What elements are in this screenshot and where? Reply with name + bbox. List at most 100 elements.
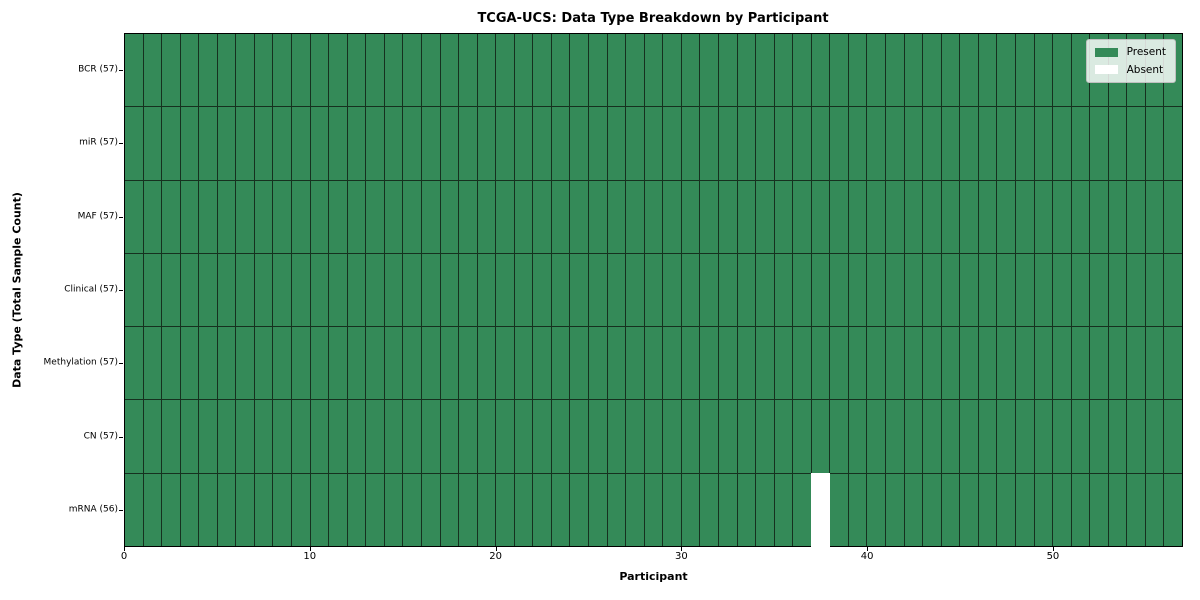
heatmap-cell-present	[570, 34, 589, 107]
heatmap-cell-present	[681, 327, 700, 400]
heatmap-cell-present	[923, 107, 941, 180]
y-tick-mark	[119, 290, 123, 291]
heatmap-cell-present	[1015, 107, 1034, 180]
heatmap-cell-present	[1015, 473, 1034, 546]
heatmap-cell-present	[1127, 180, 1145, 253]
heatmap-cell-present	[329, 107, 347, 180]
heatmap-cell-present	[143, 107, 162, 180]
heatmap-cell-present	[570, 107, 589, 180]
heatmap-cell-present	[125, 327, 143, 400]
heatmap-cell-present	[978, 400, 997, 473]
heatmap-cell-present	[292, 34, 310, 107]
heatmap-cell-present	[1090, 327, 1108, 400]
heatmap-cell-present	[329, 253, 347, 327]
x-tick-mark	[1052, 547, 1054, 551]
heatmap-cell-present	[867, 34, 886, 107]
heatmap-cell-present	[347, 473, 366, 546]
heatmap-cell-present	[644, 34, 663, 107]
x-tick-mark	[309, 547, 311, 551]
heatmap-cell-present	[681, 180, 700, 253]
heatmap-cell-present	[941, 327, 960, 400]
heatmap-cell-present	[1071, 180, 1090, 253]
legend-entry-present: Present	[1094, 47, 1166, 58]
heatmap-cell-present	[477, 107, 496, 180]
heatmap-cell-present	[1127, 400, 1145, 473]
heatmap-cell-present	[663, 327, 681, 400]
heatmap-cell-present	[310, 34, 329, 107]
heatmap-cell-present	[421, 107, 440, 180]
y-tick-label: CN (57)	[83, 431, 118, 442]
heatmap-cell-present	[978, 253, 997, 327]
heatmap-cell-present	[236, 34, 254, 107]
heatmap-cell-present	[644, 107, 663, 180]
heatmap-cell-present	[1053, 327, 1071, 400]
heatmap-cell-present	[756, 400, 774, 473]
heatmap-cell-present	[1034, 107, 1053, 180]
heatmap-cell-present	[384, 107, 403, 180]
heatmap-cell-present	[830, 253, 848, 327]
heatmap-cell-present	[1127, 327, 1145, 400]
x-tick-label: 30	[674, 551, 688, 562]
heatmap-cell-present	[1053, 34, 1071, 107]
heatmap-cell-present	[848, 107, 867, 180]
heatmap-cell-present	[403, 34, 421, 107]
heatmap-cell-present	[162, 34, 180, 107]
x-tick-label: 40	[860, 551, 874, 562]
heatmap-cell-present	[978, 473, 997, 546]
heatmap-cell-present	[162, 400, 180, 473]
x-tick-label: 20	[489, 551, 502, 562]
heatmap-cell-present	[1108, 253, 1127, 327]
heatmap-cell-present	[663, 34, 681, 107]
heatmap-cell-present	[273, 400, 292, 473]
heatmap-cell-present	[1071, 107, 1090, 180]
heatmap-cell-present	[254, 107, 273, 180]
heatmap-cell-present	[904, 400, 923, 473]
heatmap-cell-present	[923, 180, 941, 253]
legend: Present Absent	[1085, 39, 1176, 83]
heatmap-cell-present	[904, 180, 923, 253]
heatmap-cell-present	[1108, 180, 1127, 253]
heatmap-cell-present	[329, 327, 347, 400]
heatmap-cell-present	[477, 34, 496, 107]
legend-swatch-present-icon	[1094, 47, 1118, 57]
heatmap-cell-present	[904, 327, 923, 400]
heatmap-cell-present	[867, 400, 886, 473]
heatmap-cell-present	[681, 34, 700, 107]
heatmap-cell-present	[700, 34, 718, 107]
heatmap-cell-present	[254, 327, 273, 400]
heatmap-cell-present	[756, 107, 774, 180]
heatmap-cell-present	[848, 473, 867, 546]
heatmap-cell-present	[514, 473, 533, 546]
heatmap-cell-present	[1145, 107, 1164, 180]
heatmap-cell-present	[254, 34, 273, 107]
heatmap-cell-present	[347, 400, 366, 473]
heatmap-cell-present	[978, 107, 997, 180]
heatmap-cell-present	[125, 400, 143, 473]
heatmap-cell-present	[663, 400, 681, 473]
heatmap-cell-present	[1071, 327, 1090, 400]
heatmap-cell-present	[904, 473, 923, 546]
heatmap-cell-present	[960, 473, 978, 546]
heatmap-cell-present	[793, 473, 811, 546]
heatmap-cell-present	[366, 34, 384, 107]
heatmap-cell-present	[533, 34, 551, 107]
heatmap-cell-present	[1108, 327, 1127, 400]
heatmap-cell-present	[626, 107, 644, 180]
heatmap-cell-present	[514, 107, 533, 180]
heatmap-cell-present	[440, 107, 459, 180]
heatmap-cell-present	[1108, 400, 1127, 473]
heatmap-cell-present	[663, 473, 681, 546]
heatmap-cell-present	[570, 180, 589, 253]
heatmap-cell-present	[737, 253, 756, 327]
heatmap-cell-present	[811, 107, 830, 180]
heatmap-cell-present	[496, 327, 514, 400]
heatmap-cell-present	[477, 400, 496, 473]
heatmap-cell-present	[1090, 107, 1108, 180]
heatmap-cell-present	[236, 107, 254, 180]
heatmap-cell-present	[830, 180, 848, 253]
heatmap-cell-present	[236, 327, 254, 400]
heatmap-cell-present	[1071, 400, 1090, 473]
heatmap-cell-present	[811, 253, 830, 327]
heatmap-cell-present	[366, 180, 384, 253]
heatmap-cell-present	[403, 400, 421, 473]
